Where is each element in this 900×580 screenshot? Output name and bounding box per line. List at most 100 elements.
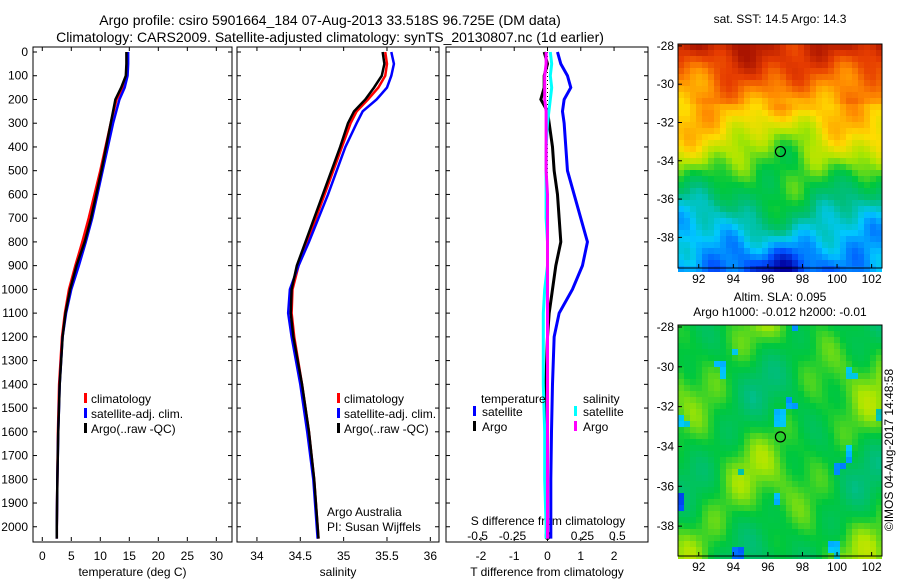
map-cell (798, 337, 804, 343)
map-cell (828, 44, 834, 50)
map-cell (828, 385, 834, 391)
map-cell (690, 325, 696, 331)
map-cell (678, 224, 684, 230)
map-cell (876, 379, 882, 385)
map-cell (852, 361, 858, 367)
map-cell (858, 421, 864, 427)
map-cell (750, 541, 756, 547)
map-cell (828, 457, 834, 463)
map-cell (810, 547, 816, 553)
map-cell (696, 266, 702, 272)
map-cell (858, 86, 864, 92)
map-cell (678, 134, 684, 140)
map-cell (798, 68, 804, 74)
map-cell (768, 409, 774, 415)
map-cell (768, 397, 774, 403)
map-cell (750, 56, 756, 62)
map-cell (720, 427, 726, 433)
map-cell (852, 349, 858, 355)
depth-tick-label: 1800 (1, 472, 28, 486)
map-cell (684, 511, 690, 517)
map-cell (828, 325, 834, 331)
map-cell (750, 415, 756, 421)
map-cell (840, 194, 846, 200)
map-cell (798, 349, 804, 355)
map-cell (678, 62, 684, 68)
map-cell (702, 373, 708, 379)
map-cell (804, 451, 810, 457)
map-cell (738, 343, 744, 349)
map-cell (678, 164, 684, 170)
map-cell (732, 451, 738, 457)
map-cell (762, 427, 768, 433)
map-cell (852, 62, 858, 68)
map-cell (738, 535, 744, 541)
map-cell (792, 493, 798, 499)
map-cell (846, 134, 852, 140)
map-cell (744, 248, 750, 254)
map-cell (792, 182, 798, 188)
map-cell (738, 116, 744, 122)
map-cell (876, 529, 882, 535)
map-cell (876, 511, 882, 517)
map-cell (744, 379, 750, 385)
series-temperature-satellite (549, 51, 589, 539)
map-cell (780, 80, 786, 86)
map-cell (768, 164, 774, 170)
map-cell (870, 248, 876, 254)
map-cell (828, 421, 834, 427)
map-cell (786, 80, 792, 86)
map-cell (768, 68, 774, 74)
map-cell (798, 224, 804, 230)
map-cell (744, 152, 750, 158)
map-cell (702, 86, 708, 92)
map-cell (690, 421, 696, 427)
map-cell (858, 224, 864, 230)
map-cell (678, 188, 684, 194)
map-cell (798, 451, 804, 457)
map-cell (678, 140, 684, 146)
map-cell (756, 475, 762, 481)
legend-swatch (337, 408, 340, 418)
map-cell (852, 176, 858, 182)
map-cell (822, 212, 828, 218)
map-cell (738, 218, 744, 224)
map-cell (702, 439, 708, 445)
map-cell (822, 355, 828, 361)
map-cell (792, 230, 798, 236)
map-cell (798, 92, 804, 98)
map-cell (804, 248, 810, 254)
map-cell (678, 415, 684, 421)
map-cell (762, 469, 768, 475)
map-cell (744, 481, 750, 487)
sla-map (678, 325, 882, 559)
map-cell (798, 158, 804, 164)
map-cell (714, 122, 720, 128)
map-cell (852, 397, 858, 403)
map-cell (816, 146, 822, 152)
map-cell (750, 403, 756, 409)
map-cell (858, 98, 864, 104)
map-cell (720, 266, 726, 272)
map-cell (846, 391, 852, 397)
map-cell (876, 415, 882, 421)
map-cell (798, 331, 804, 337)
map-cell (780, 260, 786, 266)
map-cell (840, 415, 846, 421)
map-cell (804, 182, 810, 188)
map-cell (804, 361, 810, 367)
map-cell (720, 541, 726, 547)
map-cell (864, 116, 870, 122)
map-cell (870, 409, 876, 415)
map-cell (684, 128, 690, 134)
map-cell (762, 170, 768, 176)
map-cell (708, 427, 714, 433)
map-cell (726, 200, 732, 206)
figure-title-line2: Climatology: CARS2009. Satellite-adjuste… (56, 29, 604, 45)
map-cell (756, 487, 762, 493)
map-cell (720, 104, 726, 110)
map-cell (816, 463, 822, 469)
map-cell (720, 242, 726, 248)
map-cell (696, 230, 702, 236)
map-cell (786, 403, 792, 409)
